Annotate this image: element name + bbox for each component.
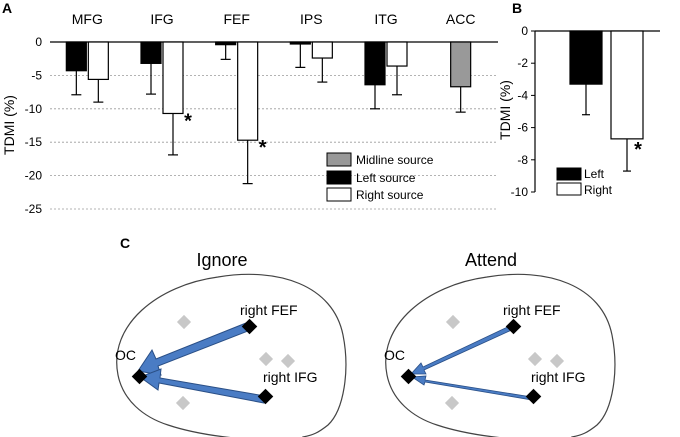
- label-fef: right FEF: [503, 302, 561, 318]
- connection-arrow-ifg: [138, 368, 266, 404]
- chart-a-legend: Midline source Left source Right source: [326, 152, 434, 202]
- category-label: ACC: [446, 11, 476, 27]
- label-ifg: right IFG: [531, 369, 585, 385]
- gray-marker: [527, 351, 543, 367]
- chart-b-ylabel: TDMI (%): [497, 80, 513, 140]
- legend-label-midline: Midline source: [356, 153, 434, 167]
- bar-mfg-right: [87, 41, 109, 81]
- gray-marker: [258, 351, 274, 367]
- significance-star-fef: *: [259, 137, 267, 159]
- y-tick-label: 0: [521, 24, 528, 38]
- significance-star-ifg: *: [184, 110, 192, 132]
- panel-label-c: C: [120, 235, 130, 251]
- bar-left: [569, 30, 603, 85]
- y-tick-label: -10: [25, 102, 43, 116]
- label-fef: right FEF: [240, 302, 298, 318]
- legend-swatch-b-right: [556, 182, 582, 196]
- bar-ifg-left: [140, 41, 162, 64]
- category-label: FEF: [223, 11, 249, 27]
- gray-marker: [549, 353, 565, 369]
- diagram-attend-title: Attend: [465, 250, 517, 270]
- legend-swatch-b-left: [556, 167, 582, 181]
- gray-marker: [445, 314, 461, 330]
- category-label: IPS: [300, 11, 323, 27]
- y-tick-label: -5: [31, 68, 42, 82]
- node-ifg: [525, 388, 542, 405]
- chart-a: TDMI (%) 0 -5 -10 -15 -20 -25 MFG IFG FEF IPS ITG…: [1, 11, 498, 216]
- y-tick-label: -20: [25, 169, 43, 183]
- bar-right: [610, 30, 644, 140]
- bar-mfg-left: [65, 41, 87, 72]
- bar-acc-midline: [450, 41, 472, 88]
- chart-a-ylabel: TDMI (%): [1, 95, 17, 155]
- brain-outline: [385, 273, 616, 437]
- significance-star-right: *: [634, 139, 642, 161]
- category-label: IFG: [150, 11, 173, 27]
- category-label: MFG: [72, 11, 103, 27]
- label-oc: OC: [115, 347, 136, 363]
- gray-marker: [444, 395, 460, 411]
- category-label: ITG: [374, 11, 397, 27]
- y-tick-label: -15: [25, 135, 43, 149]
- y-tick-label: -4: [517, 88, 528, 102]
- gray-marker: [175, 395, 191, 411]
- panel-label-a: A: [2, 0, 12, 16]
- bar-fef-right: [237, 41, 259, 141]
- diagram-ignore: Ignore right FEF right IFG OC: [115, 250, 347, 437]
- gray-marker: [176, 314, 192, 330]
- chart-b: TDMI (%) 0 -2 -4 -6 -8 -10 * Left Right: [497, 24, 660, 199]
- bar-ips-left: [289, 41, 311, 45]
- y-tick-label: -2: [517, 56, 528, 70]
- connection-arrow-ifg: [410, 375, 533, 401]
- panel-label-b: B: [512, 0, 522, 16]
- connection-arrow-fef: [137, 322, 249, 376]
- bar-itg-left: [364, 41, 386, 86]
- bar-ifg-right: [162, 41, 184, 115]
- legend-label-right: Right source: [356, 188, 424, 202]
- legend-swatch-right: [326, 187, 352, 202]
- diagram-ignore-title: Ignore: [196, 250, 247, 270]
- legend-label-b-right: Right: [584, 183, 613, 197]
- diagram-attend: Attend right FEF right IFG OC: [384, 250, 616, 437]
- label-ifg: right IFG: [263, 369, 317, 385]
- y-tick-label: 0: [35, 35, 42, 49]
- legend-label-left: Left source: [356, 171, 416, 185]
- legend-swatch-left: [326, 170, 352, 185]
- chart-b-legend: Left Right: [556, 167, 613, 197]
- bar-fef-left: [215, 41, 237, 46]
- y-tick-label: -8: [517, 153, 528, 167]
- y-tick-label: -6: [517, 121, 528, 135]
- bar-itg-right: [386, 41, 408, 67]
- gray-marker: [280, 353, 296, 369]
- y-tick-label: -10: [511, 185, 529, 199]
- bar-ips-right: [311, 41, 333, 59]
- legend-swatch-midline: [326, 152, 352, 167]
- label-oc: OC: [384, 347, 405, 363]
- connection-arrow-fef: [410, 323, 517, 375]
- y-tick-label: -25: [25, 202, 43, 216]
- legend-label-b-left: Left: [584, 167, 605, 181]
